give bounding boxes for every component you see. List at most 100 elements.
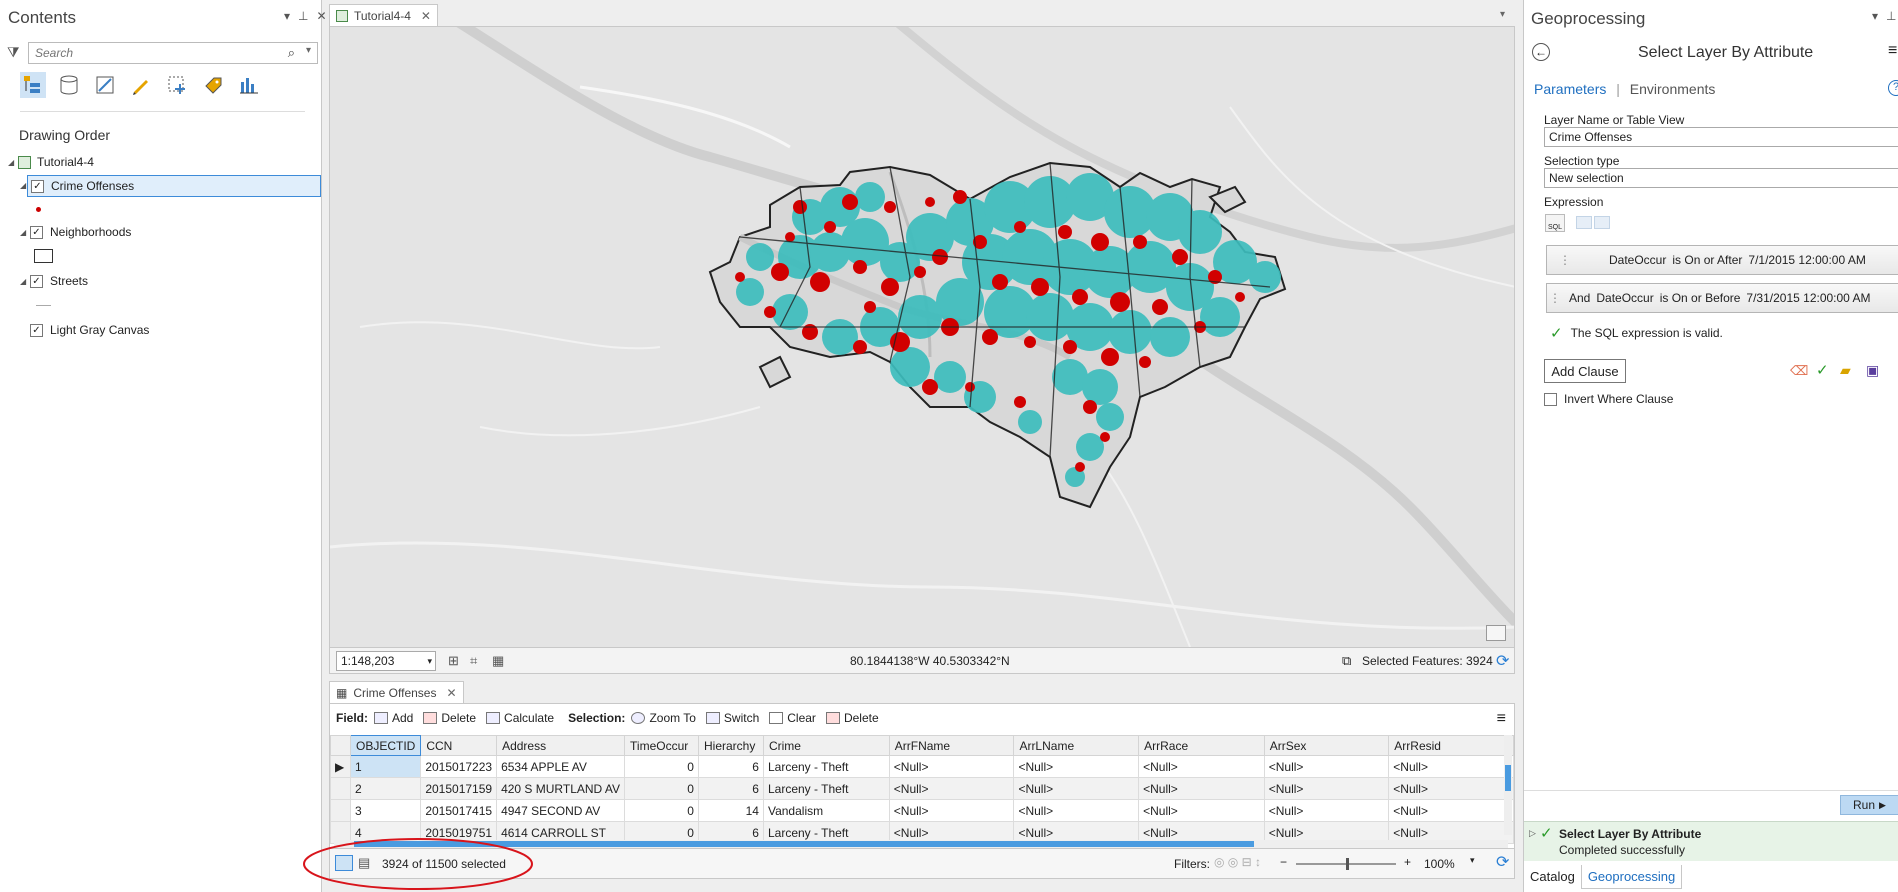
column-header[interactable]: TimeOccur bbox=[624, 735, 699, 756]
list-by-source-icon[interactable] bbox=[56, 72, 82, 98]
cell[interactable]: <Null> bbox=[1388, 799, 1514, 822]
zoom-to-button[interactable]: Zoom To bbox=[631, 711, 696, 725]
cell[interactable]: <Null> bbox=[1138, 821, 1265, 844]
tab-map[interactable]: Tutorial4-4 ✕ bbox=[329, 4, 438, 26]
clause-operator[interactable]: is On or Before bbox=[1659, 291, 1741, 305]
layer-item-streets[interactable]: ◢ ✓ Streets bbox=[20, 270, 88, 292]
refresh-icon[interactable]: ⟳ bbox=[1496, 854, 1510, 871]
back-icon[interactable]: ← bbox=[1532, 43, 1550, 61]
menu-icon[interactable]: ≡ bbox=[1888, 42, 1898, 59]
cell[interactable]: 6 bbox=[697, 821, 764, 844]
expand-triangle-icon[interactable]: ◢ bbox=[20, 181, 27, 190]
search-box[interactable]: ⌕ ▾ bbox=[28, 42, 318, 64]
invert-where-checkbox[interactable] bbox=[1544, 392, 1557, 406]
grid-icon[interactable]: ⊞ bbox=[448, 653, 459, 668]
snapping-icon[interactable]: ⌗ bbox=[470, 653, 478, 668]
delete-selected-button[interactable]: Delete bbox=[825, 711, 879, 725]
sql-toggle-icon[interactable]: SQL bbox=[1545, 214, 1565, 232]
verify-icon[interactable]: ✓ bbox=[1816, 362, 1829, 379]
cell[interactable]: <Null> bbox=[1138, 755, 1265, 778]
list-by-snapping-icon[interactable] bbox=[164, 72, 190, 98]
cell[interactable]: <Null> bbox=[1013, 777, 1140, 800]
clause-value[interactable]: 7/1/2015 12:00:00 AM bbox=[1748, 253, 1866, 267]
expand-triangle-icon[interactable]: ◢ bbox=[20, 276, 27, 286]
zoom-in-icon[interactable]: + bbox=[1404, 855, 1412, 869]
move-clause-up-icon[interactable] bbox=[1576, 216, 1592, 229]
zoom-out-icon[interactable]: − bbox=[1280, 855, 1288, 869]
column-header[interactable]: ArrFName bbox=[888, 735, 1015, 756]
switch-selection-button[interactable]: Switch bbox=[705, 711, 759, 725]
layer-dropdown[interactable]: Crime Offenses bbox=[1544, 127, 1898, 147]
column-header[interactable]: OBJECTID bbox=[349, 735, 422, 756]
row-header[interactable]: ▶ bbox=[330, 755, 351, 778]
list-by-drawing-order-icon[interactable] bbox=[20, 72, 46, 98]
search-dropdown-icon[interactable]: ▾ bbox=[305, 45, 311, 56]
horizontal-scrollbar[interactable] bbox=[334, 840, 1508, 848]
table-row[interactable]: ▶ 1 2015017223 6534 APPLE AV 0 6 Larceny… bbox=[330, 755, 1514, 778]
help-icon[interactable]: ? bbox=[1888, 80, 1898, 96]
zoom-slider-thumb[interactable] bbox=[1346, 858, 1349, 870]
row-header[interactable] bbox=[330, 821, 351, 844]
tab-parameters[interactable]: Parameters bbox=[1534, 81, 1607, 97]
table-row[interactable]: 2 2015017159 420 S MURTLAND AV 0 6 Larce… bbox=[330, 777, 1514, 800]
table-menu-icon[interactable]: ≡ bbox=[1496, 710, 1506, 727]
layer-item-neighborhoods[interactable]: ◢ ✓ Neighborhoods bbox=[20, 221, 131, 243]
map-view[interactable] bbox=[329, 26, 1515, 648]
layer-visibility-checkbox[interactable]: ✓ bbox=[30, 323, 43, 337]
column-header[interactable]: Address bbox=[496, 735, 626, 756]
column-header[interactable]: ArrRace bbox=[1138, 735, 1265, 756]
expand-triangle-icon[interactable]: ▷ bbox=[1529, 828, 1536, 838]
layer-visibility-checkbox[interactable]: ✓ bbox=[30, 274, 43, 288]
cell[interactable]: Larceny - Theft bbox=[762, 777, 890, 800]
row-header[interactable] bbox=[330, 799, 351, 822]
zoom-slider[interactable] bbox=[1296, 858, 1396, 870]
column-header[interactable]: ArrLName bbox=[1013, 735, 1140, 756]
tab-catalog[interactable]: Catalog bbox=[1530, 869, 1575, 884]
clause-conjunction[interactable]: And bbox=[1569, 291, 1591, 305]
row-header[interactable] bbox=[330, 777, 351, 800]
dropdown-arrow-icon[interactable]: ▾ bbox=[284, 9, 291, 23]
cell[interactable]: 420 S MURTLAND AV bbox=[496, 777, 626, 800]
selection-type-dropdown[interactable]: New selection bbox=[1544, 168, 1898, 188]
list-by-labeling-icon[interactable] bbox=[200, 72, 226, 98]
clear-selection-button[interactable]: Clear bbox=[769, 711, 816, 725]
eraser-icon[interactable]: ⌫ bbox=[1790, 363, 1809, 378]
cell[interactable]: <Null> bbox=[1263, 821, 1390, 844]
table-row[interactable]: 3 2015017415 4947 SECOND AV 0 14 Vandali… bbox=[330, 799, 1514, 822]
cell[interactable]: 2015017159 bbox=[420, 777, 498, 800]
tab-geoprocessing[interactable]: Geoprocessing bbox=[1580, 864, 1683, 889]
expand-triangle-icon[interactable]: ◢ bbox=[20, 227, 27, 237]
cell[interactable]: <Null> bbox=[1013, 755, 1140, 778]
tab-attribute-table[interactable]: ▦ Crime Offenses ✕ bbox=[329, 681, 464, 703]
cell[interactable]: 2 bbox=[349, 777, 422, 800]
drag-handle-icon[interactable]: ⋮ bbox=[1559, 253, 1571, 267]
column-header[interactable]: ArrResid bbox=[1388, 735, 1514, 756]
chevron-down-icon[interactable]: ▾ bbox=[1470, 855, 1475, 865]
cell[interactable]: Larceny - Theft bbox=[762, 755, 890, 778]
close-icon[interactable]: ✕ bbox=[446, 685, 457, 700]
column-header[interactable]: CCN bbox=[420, 735, 498, 756]
cell[interactable]: <Null> bbox=[1263, 755, 1390, 778]
cell[interactable]: <Null> bbox=[1138, 777, 1265, 800]
chevron-down-icon[interactable]: ▾ bbox=[427, 655, 432, 666]
cell[interactable]: <Null> bbox=[1388, 777, 1514, 800]
open-folder-icon[interactable]: ▰ bbox=[1840, 362, 1851, 378]
cell[interactable]: 6534 APPLE AV bbox=[496, 755, 626, 778]
result-message[interactable]: ▷ ✓ Select Layer By Attribute Completed … bbox=[1524, 821, 1898, 861]
clause-operator[interactable]: is On or After bbox=[1672, 253, 1743, 267]
column-header[interactable]: Crime bbox=[762, 735, 890, 756]
pin-icon[interactable]: ⊥ bbox=[298, 9, 309, 23]
refresh-icon[interactable]: ⟳ bbox=[1496, 653, 1510, 670]
layer-visibility-checkbox[interactable]: ✓ bbox=[31, 179, 44, 193]
run-button[interactable]: Run ▶ bbox=[1840, 795, 1898, 815]
calculate-field-button[interactable]: Calculate bbox=[486, 711, 554, 725]
clause-field[interactable]: DateOccur bbox=[1609, 253, 1667, 267]
add-clause-button[interactable]: Add Clause bbox=[1544, 359, 1626, 383]
list-by-editing-icon[interactable] bbox=[128, 72, 154, 98]
clause-field[interactable]: DateOccur bbox=[1596, 291, 1654, 305]
cell[interactable]: Larceny - Theft bbox=[762, 821, 890, 844]
table-row[interactable]: 4 2015019751 4614 CARROLL ST 0 6 Larceny… bbox=[330, 821, 1514, 844]
cell[interactable]: <Null> bbox=[1263, 777, 1390, 800]
cell[interactable]: <Null> bbox=[888, 821, 1015, 844]
close-icon[interactable]: ✕ bbox=[420, 8, 431, 23]
